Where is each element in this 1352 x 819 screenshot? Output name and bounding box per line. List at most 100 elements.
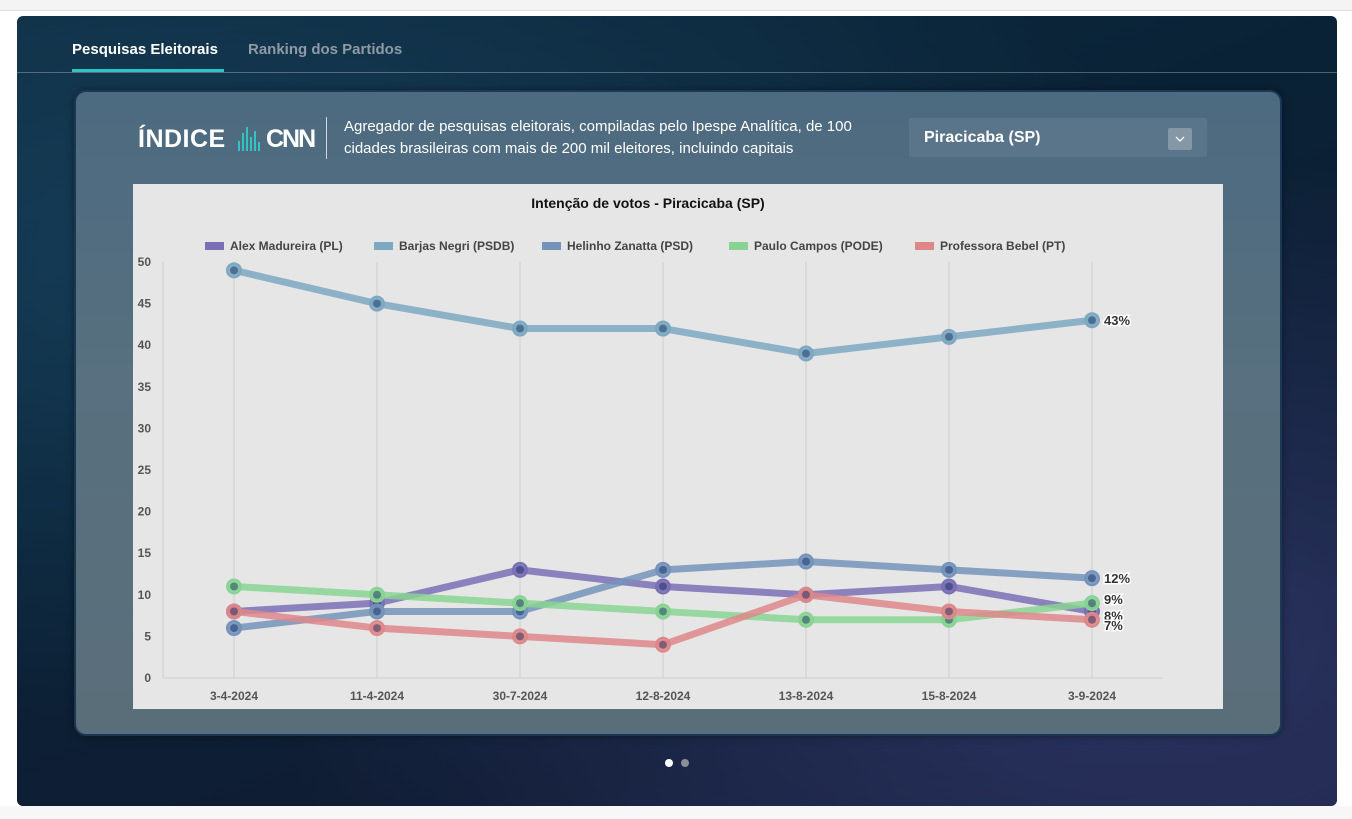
data-point-core [373,607,381,616]
legend-label: Professora Bebel (PT) [940,239,1065,253]
data-point-core [802,557,810,566]
elections-panel: Pesquisas Eleitorais Ranking dos Partido… [17,16,1337,806]
legend-swatch [915,242,934,250]
data-point-core [945,607,953,616]
data-point-core [373,299,381,308]
x-tick-label: 3-4-2024 [210,689,258,703]
data-point-core [230,266,238,275]
data-point-core [802,615,810,624]
data-point-core [659,324,667,333]
y-tick-label: 0 [144,671,151,685]
data-point [655,561,671,578]
line-chart: Intenção de votos - Piracicaba (SP) Alex … [138,195,1163,703]
end-value-label: 9% [1104,592,1123,607]
data-point-core [1088,316,1096,325]
data-point [369,620,385,637]
data-point [655,578,671,595]
y-tick-label: 20 [138,505,152,519]
legend-swatch [205,242,224,250]
legend-swatch [374,242,393,250]
y-tick-label: 15 [138,546,152,560]
description-text: Agregador de pesquisas eleitorais, compi… [344,118,852,157]
city-select[interactable]: Piracicaba (SP) [909,118,1207,157]
poll-card: ÍNDICE CNN Agregador de pesquisas eleito… [74,90,1282,736]
data-point [798,586,814,603]
data-point [798,553,814,570]
y-tick-label: 10 [138,588,152,602]
data-point [798,345,814,362]
header-divider [326,117,327,159]
data-point-core [373,624,381,633]
logo-brand: CNN [266,125,316,153]
data-point [226,578,242,595]
city-select-value: Piracicaba (SP) [924,129,1041,146]
y-tick-label: 35 [138,380,152,394]
data-point-core [802,590,810,599]
data-point-core [1088,615,1096,624]
data-point-core [516,632,524,641]
data-point [798,611,814,628]
tab-ranking-dos-partidos[interactable]: Ranking dos Partidos [248,41,403,58]
tab-pesquisas-eleitorais[interactable]: Pesquisas Eleitorais [72,41,218,58]
logo-text: ÍNDICE [138,125,226,153]
data-point-core [659,607,667,616]
legend-label: Paulo Campos (PODE) [754,239,883,253]
data-point [512,561,528,578]
x-tick-label: 3-9-2024 [1068,689,1116,703]
data-point [226,620,242,637]
carousel-dots [665,759,695,769]
data-point [655,636,671,653]
data-point-core [1088,599,1096,608]
data-point [369,586,385,603]
data-point-core [230,624,238,633]
end-value-label: 12% [1104,571,1130,586]
data-point-core [945,582,953,591]
data-point-core [945,332,953,341]
chevron-down-icon[interactable] [1168,128,1192,150]
x-tick-label: 30-7-2024 [493,689,548,703]
y-tick-label: 25 [138,463,152,477]
data-point [1084,611,1100,628]
data-point-core [1088,574,1096,583]
data-point [941,578,957,595]
data-point-core [516,324,524,333]
active-tab-indicator [72,69,224,72]
data-point-core [945,565,953,574]
y-tick-label: 40 [138,338,152,352]
end-value-label: 43% [1104,313,1130,328]
data-point [655,603,671,620]
data-point [369,295,385,312]
y-tick-label: 30 [138,421,152,435]
data-point [512,320,528,337]
data-point [226,603,242,620]
data-point-core [230,607,238,616]
data-point [655,320,671,337]
carousel-dot-2[interactable] [681,759,689,767]
data-point-core [659,640,667,649]
data-point [1084,595,1100,612]
data-point-core [230,582,238,591]
data-point [369,603,385,620]
carousel-dot-1[interactable] [665,759,673,767]
legend-label: Barjas Negri (PSDB) [399,239,514,253]
data-point [512,628,528,645]
data-point [1084,570,1100,587]
legend-label: Alex Madureira (PL) [230,239,343,253]
data-point [226,262,242,279]
soundwave-icon [238,127,264,151]
data-point [512,595,528,612]
end-value-label: 8% [1104,608,1123,623]
data-point [941,603,957,620]
x-tick-label: 13-8-2024 [779,689,834,703]
x-tick-label: 11-4-2024 [350,689,404,703]
data-point-core [659,565,667,574]
legend-label: Helinho Zanatta (PSD) [567,239,693,253]
x-tick-label: 12-8-2024 [636,689,691,703]
chart-title: Intenção de votos - Piracicaba (SP) [531,195,764,211]
y-tick-label: 45 [138,297,152,311]
data-point-core [802,349,810,358]
tab-bar: Pesquisas Eleitorais Ranking dos Partido… [17,16,1337,73]
data-point [941,561,957,578]
data-point-core [373,590,381,599]
x-tick-label: 15-8-2024 [922,689,977,703]
